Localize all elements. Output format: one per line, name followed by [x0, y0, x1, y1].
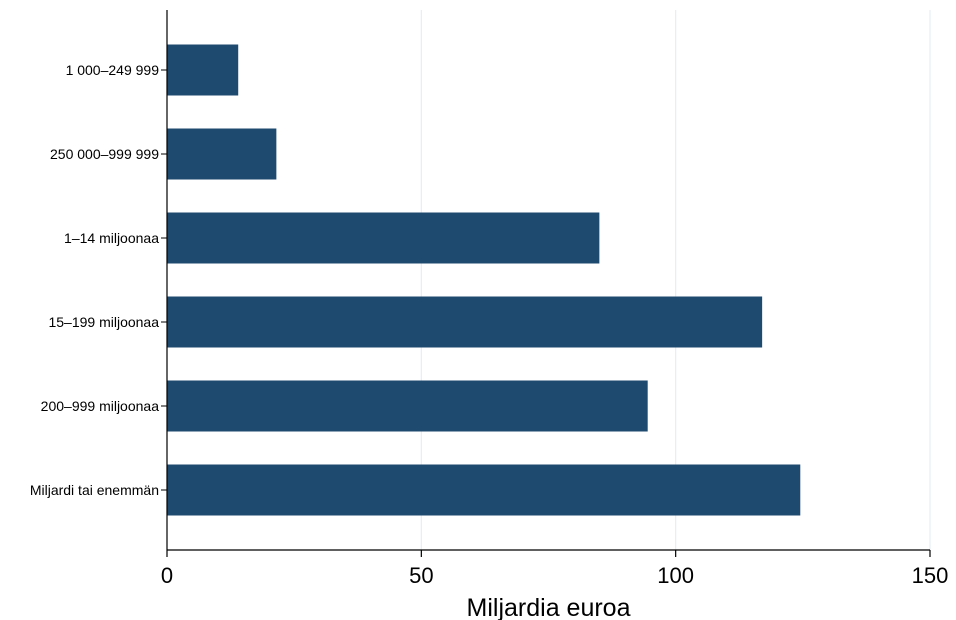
category-label: 200–999 miljoonaa	[41, 398, 160, 414]
category-label: 15–199 miljoonaa	[48, 314, 159, 330]
category-labels: 1 000–249 999 250 000–999 999 1–14 miljoon…	[30, 62, 167, 498]
bar-2	[167, 128, 277, 180]
x-ticks: 0 50 100 150	[161, 550, 948, 588]
x-tick-label: 0	[161, 563, 173, 588]
bar-6	[167, 464, 801, 516]
x-axis-title: Miljardia euroa	[467, 594, 631, 620]
x-tick-label: 50	[409, 563, 433, 588]
x-tick-label: 100	[657, 563, 694, 588]
grid-lines	[420, 10, 931, 550]
category-label: 1 000–249 999	[66, 62, 160, 78]
axes	[166, 10, 930, 551]
bars	[167, 44, 801, 516]
bar-5	[167, 380, 648, 432]
bar-1	[167, 44, 239, 96]
category-label: 1–14 miljoonaa	[64, 230, 159, 246]
bar-4	[167, 296, 763, 348]
bar-3	[167, 212, 600, 264]
category-label: Miljardi tai enemmän	[30, 482, 159, 498]
category-label: 250 000–999 999	[50, 146, 159, 162]
x-tick-label: 150	[912, 563, 949, 588]
